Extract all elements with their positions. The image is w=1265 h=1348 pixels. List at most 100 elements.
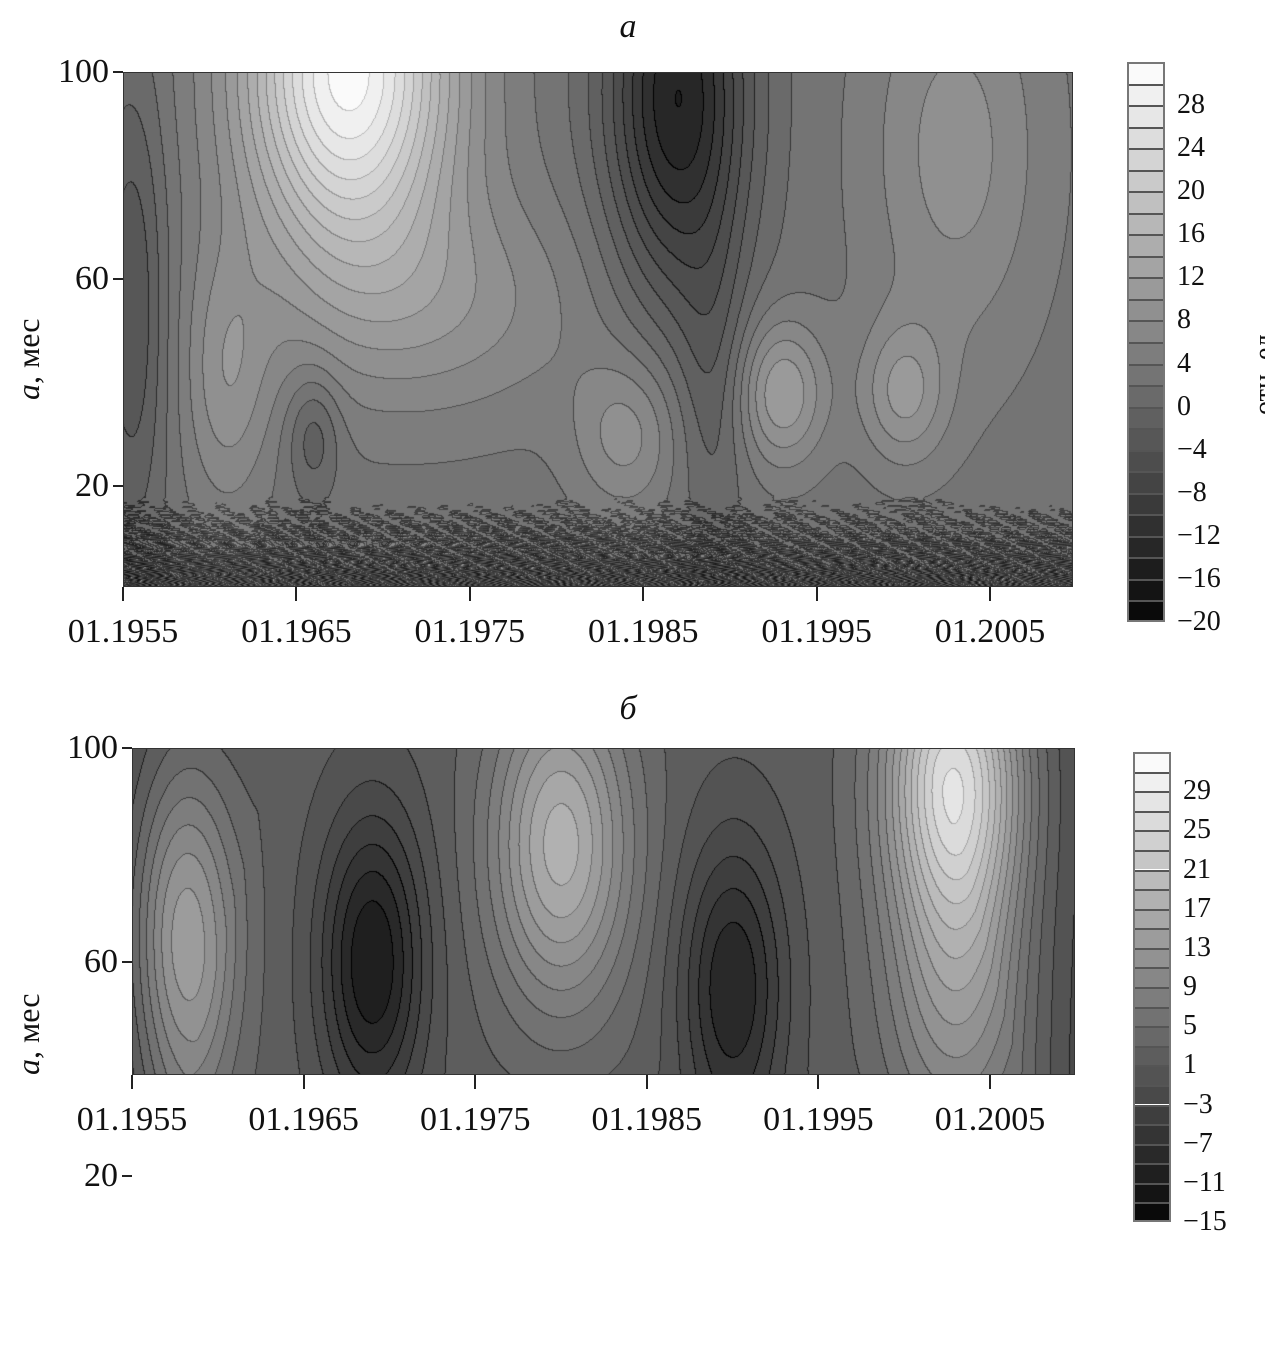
colorbar-frame	[1133, 752, 1171, 1222]
colorbar-band	[1127, 298, 1165, 321]
colorbar-band	[1127, 471, 1165, 493]
plot-frame	[123, 72, 1073, 587]
y-axis-label-symbol: a	[10, 384, 46, 400]
x-tick-mark	[131, 1075, 133, 1089]
y-tick-mark	[122, 961, 132, 963]
colorbar-band	[1127, 148, 1165, 170]
colorbar-tick-label: 12	[1177, 261, 1205, 293]
x-tick-label: 01.2005	[934, 613, 1046, 650]
panel-title: б	[619, 690, 637, 727]
colorbar-band	[1127, 557, 1165, 579]
colorbar-band	[1127, 342, 1165, 364]
colorbar-tick-label: 16	[1177, 218, 1205, 250]
panel-title: а	[619, 8, 637, 45]
colorbar-band	[1127, 535, 1165, 558]
colorbar-tick-label: −7	[1183, 1127, 1213, 1159]
y-tick-label: 100	[58, 53, 109, 90]
colorbar-tick-label: 0	[1177, 390, 1191, 422]
colorbar-band	[1133, 1065, 1171, 1085]
y-tick-mark	[122, 747, 132, 749]
x-tick-label: 01.1965	[248, 1101, 359, 1138]
x-tick-mark	[122, 587, 124, 601]
x-tick-label: 01.1985	[587, 613, 699, 650]
y-tick-mark	[113, 71, 123, 73]
contour-map-canvas	[132, 748, 1075, 1075]
x-tick-mark	[302, 1075, 305, 1089]
colorbar-tick-label: 13	[1183, 931, 1211, 963]
colorbar-tick-label: 1	[1183, 1049, 1197, 1081]
colorbar-band	[1133, 928, 1171, 948]
x-tick-label: 01.1955	[76, 1101, 188, 1138]
colorbar-label: отн. ед.	[1255, 959, 1265, 1049]
y-tick-label: 20	[84, 1157, 118, 1194]
colorbar-tick-label: 5	[1183, 1010, 1197, 1042]
x-tick-label: 01.1985	[591, 1101, 703, 1138]
colorbar-tick-label: 24	[1177, 132, 1205, 164]
colorbar-tick-label: −15	[1183, 1206, 1227, 1237]
y-tick-label: 60	[75, 260, 109, 297]
colorbar-band	[1127, 83, 1165, 106]
colorbar-tick-label: −4	[1177, 433, 1207, 465]
colorbar-tick-label: 8	[1177, 304, 1191, 336]
colorbar-band	[1133, 1143, 1171, 1164]
colorbar-label: отн. ед.	[1249, 326, 1265, 415]
x-tick-label: 01.1995	[761, 613, 872, 650]
colorbar-band	[1127, 191, 1165, 213]
colorbar-band	[1133, 967, 1171, 987]
colorbar-tick-label: −11	[1183, 1166, 1226, 1198]
colorbar-tick-label: 21	[1183, 853, 1211, 885]
x-tick-mark	[815, 587, 818, 601]
colorbar-tick-label: −3	[1183, 1088, 1213, 1120]
colorbar-tick-label: −20	[1177, 606, 1221, 637]
x-tick-mark	[642, 587, 645, 601]
y-axis-label-unit: , мес	[10, 993, 46, 1059]
y-tick-mark	[113, 278, 123, 280]
colorbar-tick-label: 29	[1183, 775, 1211, 807]
plot-frame	[132, 748, 1075, 1075]
x-tick-label: 01.1975	[419, 1101, 531, 1138]
x-tick-label: 01.1975	[414, 613, 526, 650]
colorbar-band	[1127, 126, 1165, 149]
colorbar-band	[1127, 578, 1165, 601]
colorbar-band	[1127, 406, 1165, 429]
x-tick-label: 01.1955	[67, 613, 179, 650]
colorbar-tick-label: −8	[1177, 476, 1207, 508]
x-tick-label: 01.1965	[241, 613, 352, 650]
colorbar-band	[1133, 1006, 1171, 1027]
colorbar-band	[1133, 987, 1171, 1007]
colorbar-band	[1127, 320, 1165, 342]
colorbar-tick-label: 28	[1177, 89, 1205, 121]
colorbar-band	[1133, 1026, 1171, 1046]
colorbar-band	[1127, 212, 1165, 235]
colorbar-band	[1133, 1182, 1171, 1203]
colorbar-band	[1127, 514, 1165, 536]
x-tick-mark	[645, 1075, 648, 1089]
colorbar-tick-label: 25	[1183, 814, 1211, 846]
colorbar-band	[1127, 385, 1165, 407]
colorbar-tick-label: −16	[1177, 562, 1221, 594]
colorbar-band	[1133, 1124, 1171, 1144]
colorbar-band	[1133, 947, 1171, 968]
colorbar-band	[1133, 1045, 1171, 1066]
colorbar-band	[1127, 363, 1165, 386]
y-tick-mark	[122, 1175, 132, 1177]
y-tick-label: 20	[75, 467, 109, 504]
colorbar-frame	[1127, 62, 1165, 622]
colorbar-band	[1133, 1163, 1171, 1183]
colorbar-band	[1127, 449, 1165, 472]
y-axis-label: a, мес	[10, 994, 47, 1075]
y-tick-label: 100	[67, 729, 118, 766]
colorbar-tick-label: 20	[1177, 175, 1205, 207]
colorbar-band	[1133, 1202, 1171, 1222]
colorbar-band	[1127, 277, 1165, 299]
colorbar-band	[1133, 810, 1171, 831]
x-tick-mark	[474, 1075, 477, 1089]
colorbar-band	[1133, 771, 1171, 792]
x-tick-label: 01.2005	[934, 1101, 1046, 1138]
colorbar-band	[1127, 428, 1165, 450]
x-tick-mark	[989, 1075, 991, 1089]
x-tick-label: 01.1995	[763, 1101, 874, 1138]
colorbar-band	[1127, 600, 1165, 622]
colorbar-band	[1133, 908, 1171, 929]
